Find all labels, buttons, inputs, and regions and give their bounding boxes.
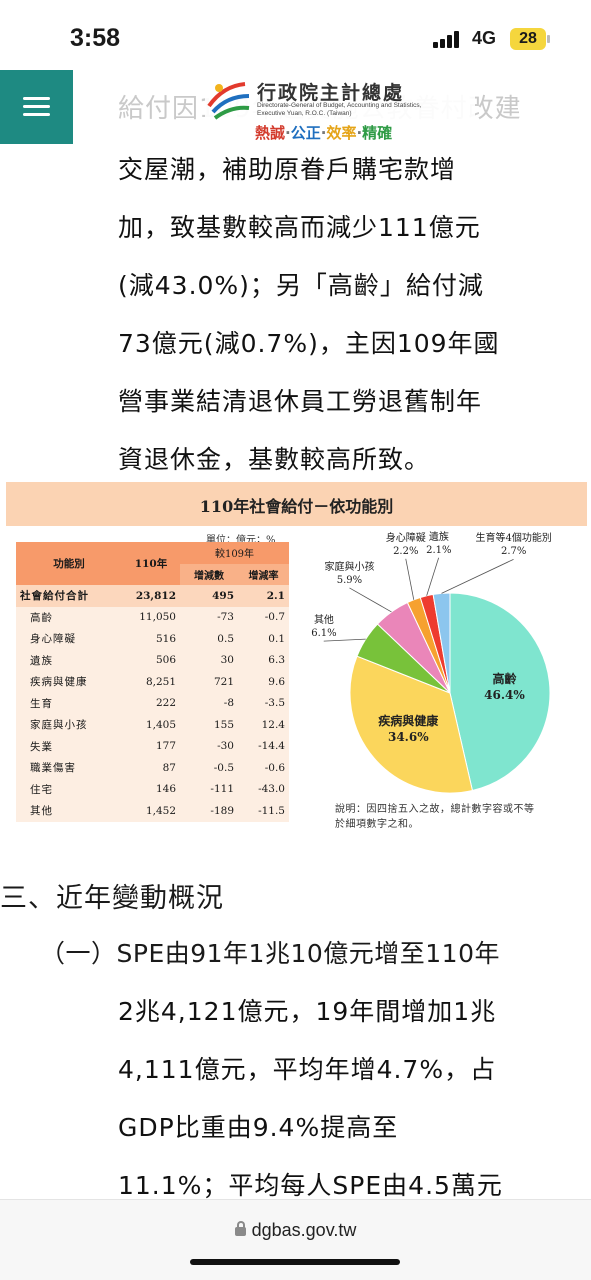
paragraph-line: 4,111億元，平均年增4.7%，占 [118,1055,497,1084]
pie-slice-label: 生育等4個功能別 2.7% [475,533,552,558]
table-row: 生育 222 -8 -3.5 [16,692,289,714]
pie-chart-svg [323,557,551,794]
table-row: 家庭與小孩 1,405 155 12.4 [16,714,289,736]
pie-slice [449,592,551,792]
pie-leader-line [405,558,415,600]
pie-slice-label: 遺族 2.1% [426,531,452,556]
col-rate-header: 增減率 [238,563,289,585]
col-function-header: 功能別 [16,542,122,585]
pie-slice-label: 高齡 46.4% [484,671,525,702]
figure-note-line: 說明：因四捨五入之故，總計數字容或不等 [335,804,535,815]
logo-name-en: Directorate-General of Budget, Accountin… [257,102,422,109]
url-display[interactable]: dgbas.gov.tw [0,1220,591,1241]
paragraph-line: 營事業結清退休員工勞退舊制年 [118,387,483,416]
table-row: 其他 1,452 -189 -11.5 [16,800,289,822]
logo-slogan: 熱誠·公正·效率·精確 [255,124,393,142]
logo-emblem-icon [207,82,250,120]
pie-slice-label: 家庭與小孩 5.9% [324,561,375,586]
paragraph-line: 加，致基數較高而減少111億元 [118,213,481,242]
table-row: 疾病與健康 8,251 721 9.6 [16,671,289,693]
table-row: 遺族 506 30 6.3 [16,649,289,671]
section-title: 三、近年變動概況 [0,883,224,914]
figure-title-bar: 110年社會給付－依功能別 [6,482,587,526]
pie-slice-label: 疾病與健康 34.6% [378,713,439,744]
logo-name-cn: 行政院主計總處 [257,82,405,104]
table-unit: 單位：億元；% [206,535,276,546]
url-text: dgbas.gov.tw [251,1220,357,1240]
menu-button[interactable] [0,70,73,144]
site-logo[interactable]: 行政院主計總處 Directorate-General of Budget, A… [205,74,475,142]
signal-icon [433,31,463,48]
figure-note-line: 於細項數字之和。 [335,819,419,830]
home-indicator[interactable] [190,1259,400,1265]
table-row: 身心障礙 516 0.5 0.1 [16,628,289,650]
col-compare-header: 較109年 [180,542,289,564]
battery-icon: 28 [510,28,546,50]
battery-tip [547,35,550,43]
table-row: 住宅 146 -111 -43.0 [16,778,289,800]
site-header: 行政院主計總處 Directorate-General of Budget, A… [0,70,591,144]
pie-leader-line [349,587,392,613]
subsection-heading: （一）SPE由91年1兆10億元增至110年 [40,939,500,968]
browser-address-bar[interactable]: dgbas.gov.tw [0,1199,591,1280]
table-row: 高齡 11,050 -73 -0.7 [16,606,289,628]
paragraph-line: 資退休金，基數較高所致。 [118,445,431,474]
pie-leader-line [323,638,366,642]
paragraph-line: (減43.0%)；另「高齡」給付減 [118,271,484,300]
status-bar: 3:58 4G 28 [0,0,591,70]
benefit-table: 功能別 110年 較109年 增減數 增減率 社會給付合計 23,812 495… [16,542,289,822]
figure-note: 說明：因四捨五入之故，總計數字容或不等 於細項數字之和。 [335,802,535,832]
hamburger-icon [23,97,50,100]
network-type: 4G [472,28,497,48]
paragraph-line: GDP比重由9.4%提高至 [118,1113,399,1142]
pie-slice-label: 其他 6.1% [311,615,337,640]
figure-title: 110年社會給付－依功能別 [199,497,394,516]
table-row: 失業 177 -30 -14.4 [16,735,289,757]
col-change-header: 增減數 [180,563,238,585]
col-year-header: 110年 [122,542,180,585]
pie-slice [349,655,474,794]
paragraph-line: 交屋潮，補助原眷戶購宅款增 [118,155,457,184]
paragraph-line: 11.1%；平均每人SPE由4.5萬元 [118,1171,503,1200]
pie-leader-line [441,558,514,594]
status-time: 3:58 [70,24,121,52]
pie-leader-line [426,557,440,596]
pie-chart: 高齡 46.4% 疾病與健康 34.6% 其他 6.1% 家庭與小孩 5.9% 身心障礙 2.2%… [300,532,591,835]
pie-slice-label: 身心障礙 2.2% [385,532,426,557]
table-row: 職業傷害 87 -0.5 -0.6 [16,757,289,779]
lock-icon [234,1221,246,1236]
logo-name-en-2: Executive Yuan, R.O.C. (Taiwan) [257,110,352,117]
paragraph-line: 73億元(減0.7%)，主因109年國 [118,329,500,358]
paragraph-line: 2兆4,121億元，19年間增加1兆 [118,997,497,1026]
table-row-total: 社會給付合計 23,812 495 2.1 [16,585,289,607]
